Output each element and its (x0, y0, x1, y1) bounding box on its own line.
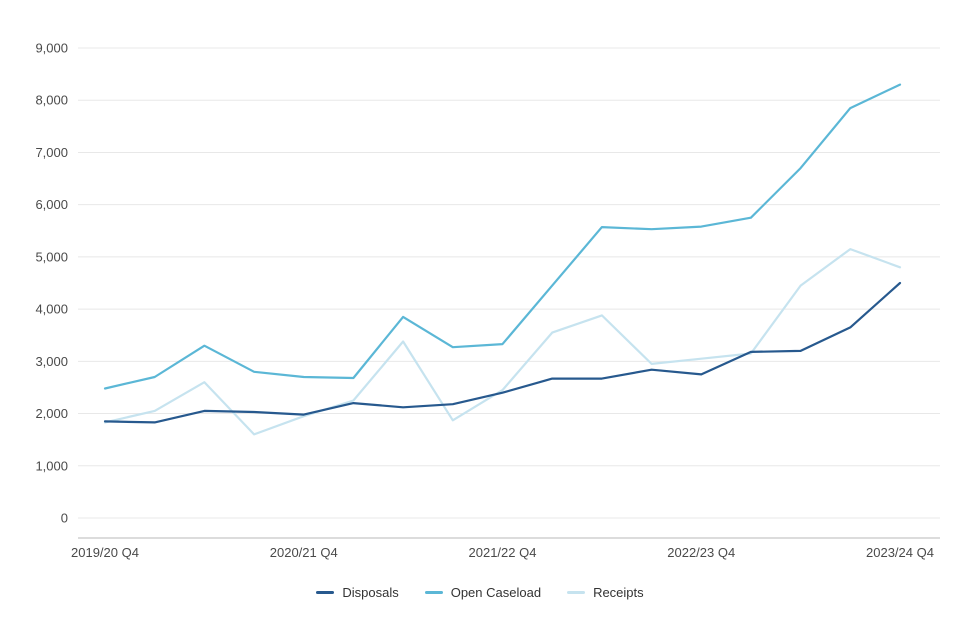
legend-item-open-caseload[interactable]: Open Caseload (424, 585, 542, 600)
legend-item-receipts[interactable]: Receipts (567, 585, 644, 600)
legend-swatch-open-caseload (424, 591, 443, 594)
y-axis-tick-label: 6,000 (35, 197, 68, 212)
x-axis-tick-label: 2022/23 Q4 (667, 545, 735, 560)
legend-swatch-receipts (567, 591, 586, 594)
y-axis-tick-label: 1,000 (35, 458, 68, 473)
legend-label-disposals: Disposals (342, 585, 399, 600)
legend-label-receipts: Receipts (593, 585, 644, 600)
x-axis-tick-label: 2021/22 Q4 (469, 545, 537, 560)
series-line-receipts (103, 248, 902, 436)
y-axis-tick-label: 5,000 (35, 249, 68, 264)
chart-legend: Disposals Open Caseload Receipts (0, 585, 960, 600)
x-axis-tick-label: 2019/20 Q4 (71, 545, 139, 560)
x-axis-tick-label: 2020/21 Q4 (270, 545, 338, 560)
y-axis-tick-label: 9,000 (35, 41, 68, 56)
series-line-disposals (103, 281, 902, 424)
y-axis-tick-label: 0 (61, 511, 68, 526)
y-axis-tick-label: 7,000 (35, 145, 68, 160)
y-axis-tick-label: 4,000 (35, 302, 68, 317)
legend-swatch-disposals (316, 591, 335, 594)
y-axis-tick-label: 3,000 (35, 354, 68, 369)
legend-item-disposals[interactable]: Disposals (316, 585, 399, 600)
y-axis-tick-label: 2,000 (35, 406, 68, 421)
series-line-open-caseload (103, 83, 902, 390)
legend-label-open-caseload: Open Caseload (450, 585, 542, 600)
x-axis-tick-label: 2023/24 Q4 (866, 545, 934, 560)
y-axis-tick-label: 8,000 (35, 93, 68, 108)
